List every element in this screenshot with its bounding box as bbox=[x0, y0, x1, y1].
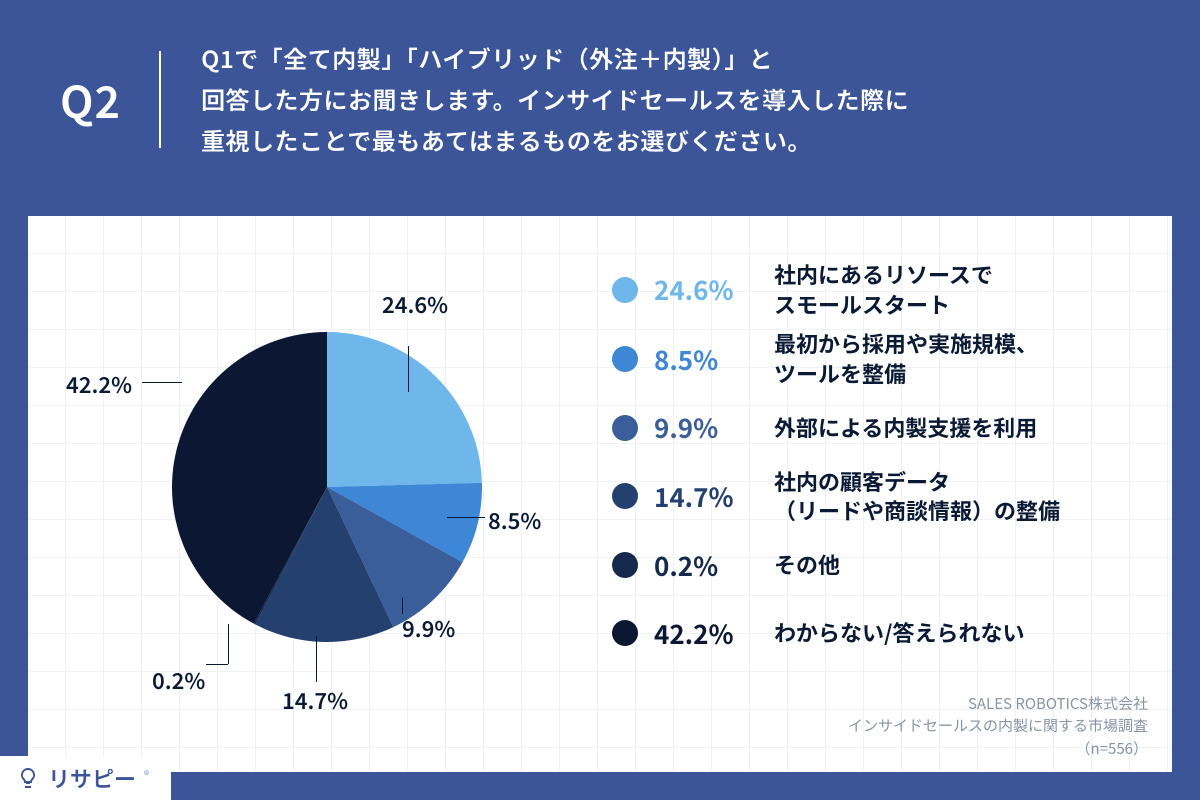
question-text: Q1で「全て内製」「ハイブリッド（外注＋内製）」と回答した方にお聞きします。イン… bbox=[201, 38, 909, 160]
legend-row: 14.7%社内の顧客データ（リードや商談情報）の整備 bbox=[612, 467, 1152, 526]
pie-chart-area: 24.6% 8.5% 9.9% 14.7% 0.2% 42.2% bbox=[92, 272, 572, 732]
legend-percent: 14.7% bbox=[654, 478, 774, 515]
legend-label: 最初から採用や実施規模、ツールを整備 bbox=[774, 329, 1038, 388]
pie-callout: 9.9% bbox=[402, 612, 455, 644]
question-header: Q2 Q1で「全て内製」「ハイブリッド（外注＋内製）」と回答した方にお聞きします… bbox=[60, 38, 1140, 160]
leader-line bbox=[447, 517, 485, 518]
chart-panel: 24.6% 8.5% 9.9% 14.7% 0.2% 42.2% 24.6%社内… bbox=[28, 216, 1172, 772]
source-sample: （n=556） bbox=[848, 738, 1148, 761]
legend-dot bbox=[612, 483, 638, 509]
leader-line bbox=[408, 346, 409, 392]
lightbulb-icon bbox=[16, 766, 40, 790]
infographic-page: Q2 Q1で「全て内製」「ハイブリッド（外注＋内製）」と回答した方にお聞きします… bbox=[0, 0, 1200, 800]
legend-percent: 42.2% bbox=[654, 615, 774, 652]
legend-dot bbox=[612, 620, 638, 646]
pie-callout: 0.2% bbox=[152, 664, 205, 696]
leader-line bbox=[142, 382, 182, 383]
source-company: SALES ROBOTICS株式会社 bbox=[848, 693, 1148, 716]
brand-mark: ® bbox=[144, 767, 149, 782]
legend: 24.6%社内にあるリソースでスモールスタート8.5%最初から採用や実施規模、ツ… bbox=[612, 260, 1152, 662]
pie-callout: 42.2% bbox=[66, 368, 132, 400]
legend-label: 社内にあるリソースでスモールスタート bbox=[774, 260, 993, 319]
legend-dot bbox=[612, 552, 638, 578]
pie-callout: 14.7% bbox=[282, 684, 348, 716]
legend-label: わからない/答えられない bbox=[774, 618, 1025, 648]
legend-label: 社内の顧客データ（リードや商談情報）の整備 bbox=[774, 467, 1060, 526]
legend-percent: 24.6% bbox=[654, 271, 774, 308]
pie-callout: 8.5% bbox=[488, 504, 541, 536]
leader-line bbox=[206, 664, 228, 665]
legend-label: その他 bbox=[774, 550, 840, 580]
pie-chart bbox=[172, 332, 482, 642]
legend-row: 42.2%わからない/答えられない bbox=[612, 604, 1152, 662]
legend-percent: 0.2% bbox=[654, 547, 774, 584]
legend-row: 8.5%最初から採用や実施規模、ツールを整備 bbox=[612, 329, 1152, 388]
pie-slice bbox=[327, 332, 482, 487]
source-survey: インサイドセールスの内製に関する市場調査 bbox=[848, 715, 1148, 738]
legend-dot bbox=[612, 277, 638, 303]
leader-line bbox=[316, 636, 317, 682]
brand-badge: リサピー ® bbox=[0, 756, 171, 800]
source-note: SALES ROBOTICS株式会社 インサイドセールスの内製に関する市場調査 … bbox=[848, 693, 1148, 761]
legend-dot bbox=[612, 346, 638, 372]
legend-label: 外部による内製支援を利用 bbox=[774, 413, 1037, 443]
leader-line bbox=[228, 624, 229, 664]
question-number: Q2 bbox=[60, 51, 161, 148]
legend-row: 9.9%外部による内製支援を利用 bbox=[612, 399, 1152, 457]
brand-name: リサピー bbox=[48, 762, 136, 794]
leader-line bbox=[402, 598, 403, 614]
legend-dot bbox=[612, 415, 638, 441]
legend-row: 0.2%その他 bbox=[612, 536, 1152, 594]
legend-row: 24.6%社内にあるリソースでスモールスタート bbox=[612, 260, 1152, 319]
pie-callout: 24.6% bbox=[382, 288, 448, 320]
legend-percent: 9.9% bbox=[654, 409, 774, 446]
legend-percent: 8.5% bbox=[654, 341, 774, 378]
